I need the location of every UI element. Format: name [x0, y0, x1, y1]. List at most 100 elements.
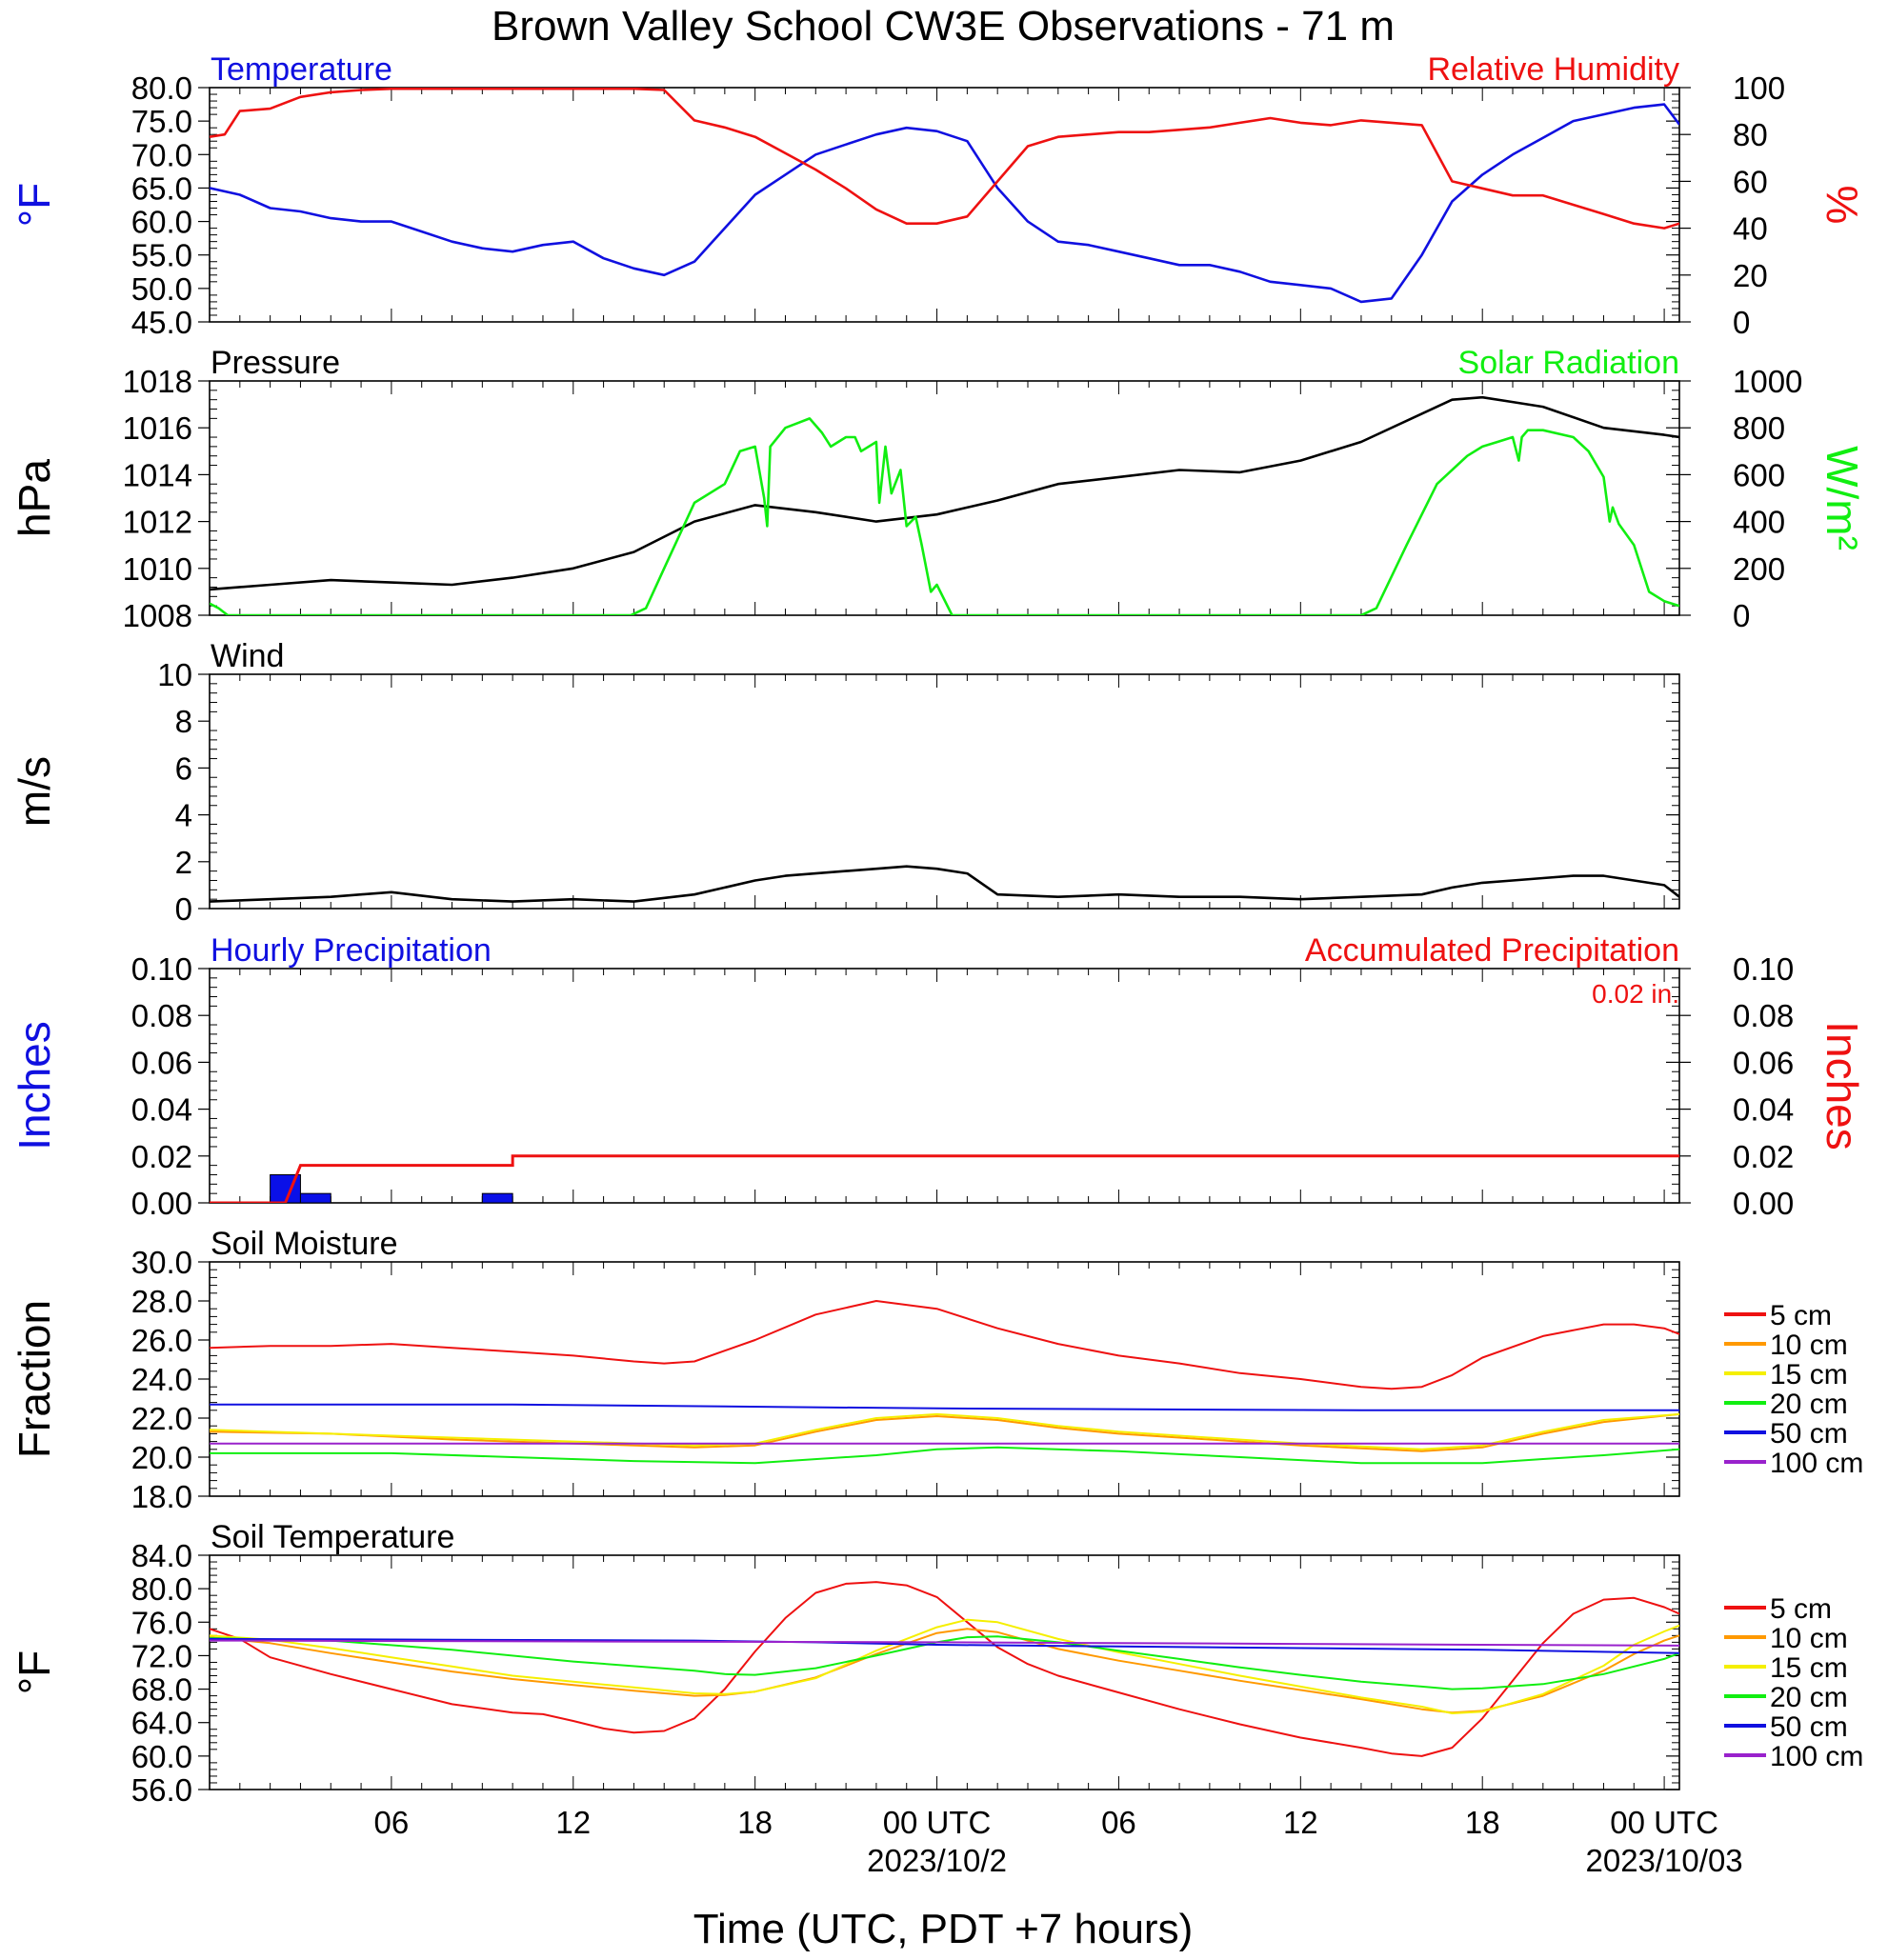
left-tick-label: 76.0: [131, 1605, 192, 1640]
panel-left-title: Hourly Precipitation: [211, 932, 492, 969]
series-line-5-cm: [210, 1581, 1679, 1757]
right-tick-label: 0: [1733, 305, 1750, 340]
left-tick-label: 1014: [123, 457, 192, 492]
right-tick-label: 80: [1733, 117, 1768, 152]
left-tick-label: 6: [175, 750, 192, 786]
left-tick-label: 60.0: [131, 205, 192, 240]
left-tick-label: 24.0: [131, 1362, 192, 1397]
left-tick-label: 22.0: [131, 1401, 192, 1436]
panel-right-title: Accumulated Precipitation: [1305, 932, 1679, 969]
panel-right-title: Relative Humidity: [1427, 51, 1679, 88]
series-line-10-cm: [210, 1412, 1679, 1452]
right-tick-label: 200: [1733, 551, 1785, 587]
panel-pressure_solar: 1018 1016 1014 1012 1010 1008 1000 800 600 400 200…: [10, 345, 1867, 633]
panel-soil_moisture: 30.0 28.0 26.0 24.0 22.0 20.0 18.0 Soil Moistur…: [10, 1226, 1863, 1514]
panel-temp_rh: 80.075.070.065.060.055.050.045.0 100 80 60 4…: [10, 51, 1867, 340]
series-line-pressure: [210, 395, 1679, 591]
panel-soil_temp: 84.080.076.072.068.064.060.056.0 Soil Tem…: [10, 1519, 1863, 1808]
legend-label: 5 cm: [1770, 1593, 1832, 1625]
panel-left-title: Soil Temperature: [211, 1519, 454, 1555]
series-line-15-cm: [210, 1412, 1679, 1450]
left-tick-label: 70.0: [131, 137, 192, 172]
left-tick-label: 0: [175, 891, 192, 927]
series-line-100-cm: [210, 1639, 1679, 1647]
legend-label: 100 cm: [1770, 1741, 1863, 1772]
legend-label: 100 cm: [1770, 1448, 1863, 1479]
left-tick-label: 1016: [123, 410, 192, 446]
left-tick-label: 64.0: [131, 1706, 192, 1741]
left-tick-label: 65.0: [131, 170, 192, 206]
series-line-temperature: [210, 103, 1679, 304]
right-tick-label: 100: [1733, 70, 1785, 106]
left-tick-label: 4: [175, 798, 192, 833]
left-tick-label: 80.0: [131, 1571, 192, 1607]
x-tick-label: 12: [1283, 1805, 1318, 1840]
panel-frame: [209, 87, 1680, 323]
precip-bar: [481, 1192, 513, 1204]
left-tick-label: 2: [175, 845, 192, 880]
left-tick-label: 0.00: [131, 1186, 192, 1221]
right-tick-label: 40: [1733, 211, 1768, 247]
left-tick-label: 0.10: [131, 951, 192, 987]
left-tick-label: 26.0: [131, 1323, 192, 1358]
panel-frame: [209, 968, 1680, 1204]
right-tick-label: 0: [1733, 598, 1750, 633]
panel-left-title: Pressure: [211, 345, 340, 381]
left-tick-label: 55.0: [131, 238, 192, 273]
right-tick-label: 1000: [1733, 364, 1802, 399]
legend-label: 50 cm: [1770, 1418, 1848, 1450]
precip-total-label: 0.02 in.: [1592, 979, 1679, 1009]
x-tick-label: 18: [737, 1805, 773, 1840]
series-line-15-cm: [210, 1618, 1679, 1714]
left-tick-label: 0.08: [131, 998, 192, 1033]
right-unit-label: Inches: [1818, 1021, 1867, 1150]
right-tick-label: 60: [1733, 164, 1768, 199]
left-tick-label: 1010: [123, 551, 192, 587]
panel-left-title: Soil Moisture: [211, 1226, 398, 1262]
panel-left-title: Wind: [211, 638, 284, 674]
series-line-50-cm: [210, 1403, 1679, 1411]
left-tick-label: 75.0: [131, 104, 192, 139]
chart-panels: 80.075.070.065.060.055.050.045.010080604…: [10, 51, 1867, 1808]
right-tick-label: 0.04: [1733, 1092, 1794, 1128]
left-tick-label: 56.0: [131, 1772, 192, 1808]
panel-frame: [209, 380, 1680, 616]
right-tick-label: 0.02: [1733, 1139, 1794, 1174]
right-tick-label: 0.06: [1733, 1045, 1794, 1080]
series-line-20-cm: [210, 1446, 1679, 1465]
right-tick-label: 800: [1733, 410, 1785, 446]
right-tick-label: 20: [1733, 258, 1768, 293]
left-tick-label: 1012: [123, 505, 192, 540]
panel-right-title: Solar Radiation: [1458, 345, 1679, 381]
x-tick-date: 2023/10/2: [867, 1843, 1007, 1878]
series-line-wind: [210, 865, 1679, 903]
x-tick-label: 18: [1465, 1805, 1500, 1840]
panel-wind: 10 8 6 4 2 0 Wind m/s: [10, 638, 1680, 927]
right-tick-label: 600: [1733, 457, 1785, 492]
legend-label: 15 cm: [1770, 1652, 1848, 1684]
left-tick-label: 28.0: [131, 1284, 192, 1319]
series-line-5-cm: [210, 1300, 1679, 1390]
left-tick-label: 60.0: [131, 1739, 192, 1774]
chart-title: Brown Valley School CW3E Observations - …: [492, 3, 1395, 50]
left-tick-label: 10: [157, 657, 192, 692]
x-tick-label: 06: [1101, 1805, 1136, 1840]
right-unit-label: W/m²: [1818, 446, 1867, 550]
accumulated-precip-line: [210, 1154, 1679, 1203]
left-unit-label: m/s: [10, 756, 59, 827]
x-tick-date: 2023/10/03: [1586, 1843, 1743, 1878]
legend-label: 10 cm: [1770, 1330, 1848, 1361]
legend-label: 15 cm: [1770, 1359, 1848, 1390]
left-unit-label: Inches: [10, 1021, 59, 1150]
series-line-50-cm: [210, 1637, 1679, 1654]
left-tick-label: 0.02: [131, 1139, 192, 1174]
legend-label: 50 cm: [1770, 1711, 1848, 1743]
left-tick-label: 8: [175, 704, 192, 739]
left-unit-label: hPa: [10, 459, 59, 537]
legend-label: 10 cm: [1770, 1623, 1848, 1654]
right-tick-label: 0.08: [1733, 998, 1794, 1033]
left-tick-label: 80.0: [131, 70, 192, 106]
legend-label: 20 cm: [1770, 1682, 1848, 1713]
